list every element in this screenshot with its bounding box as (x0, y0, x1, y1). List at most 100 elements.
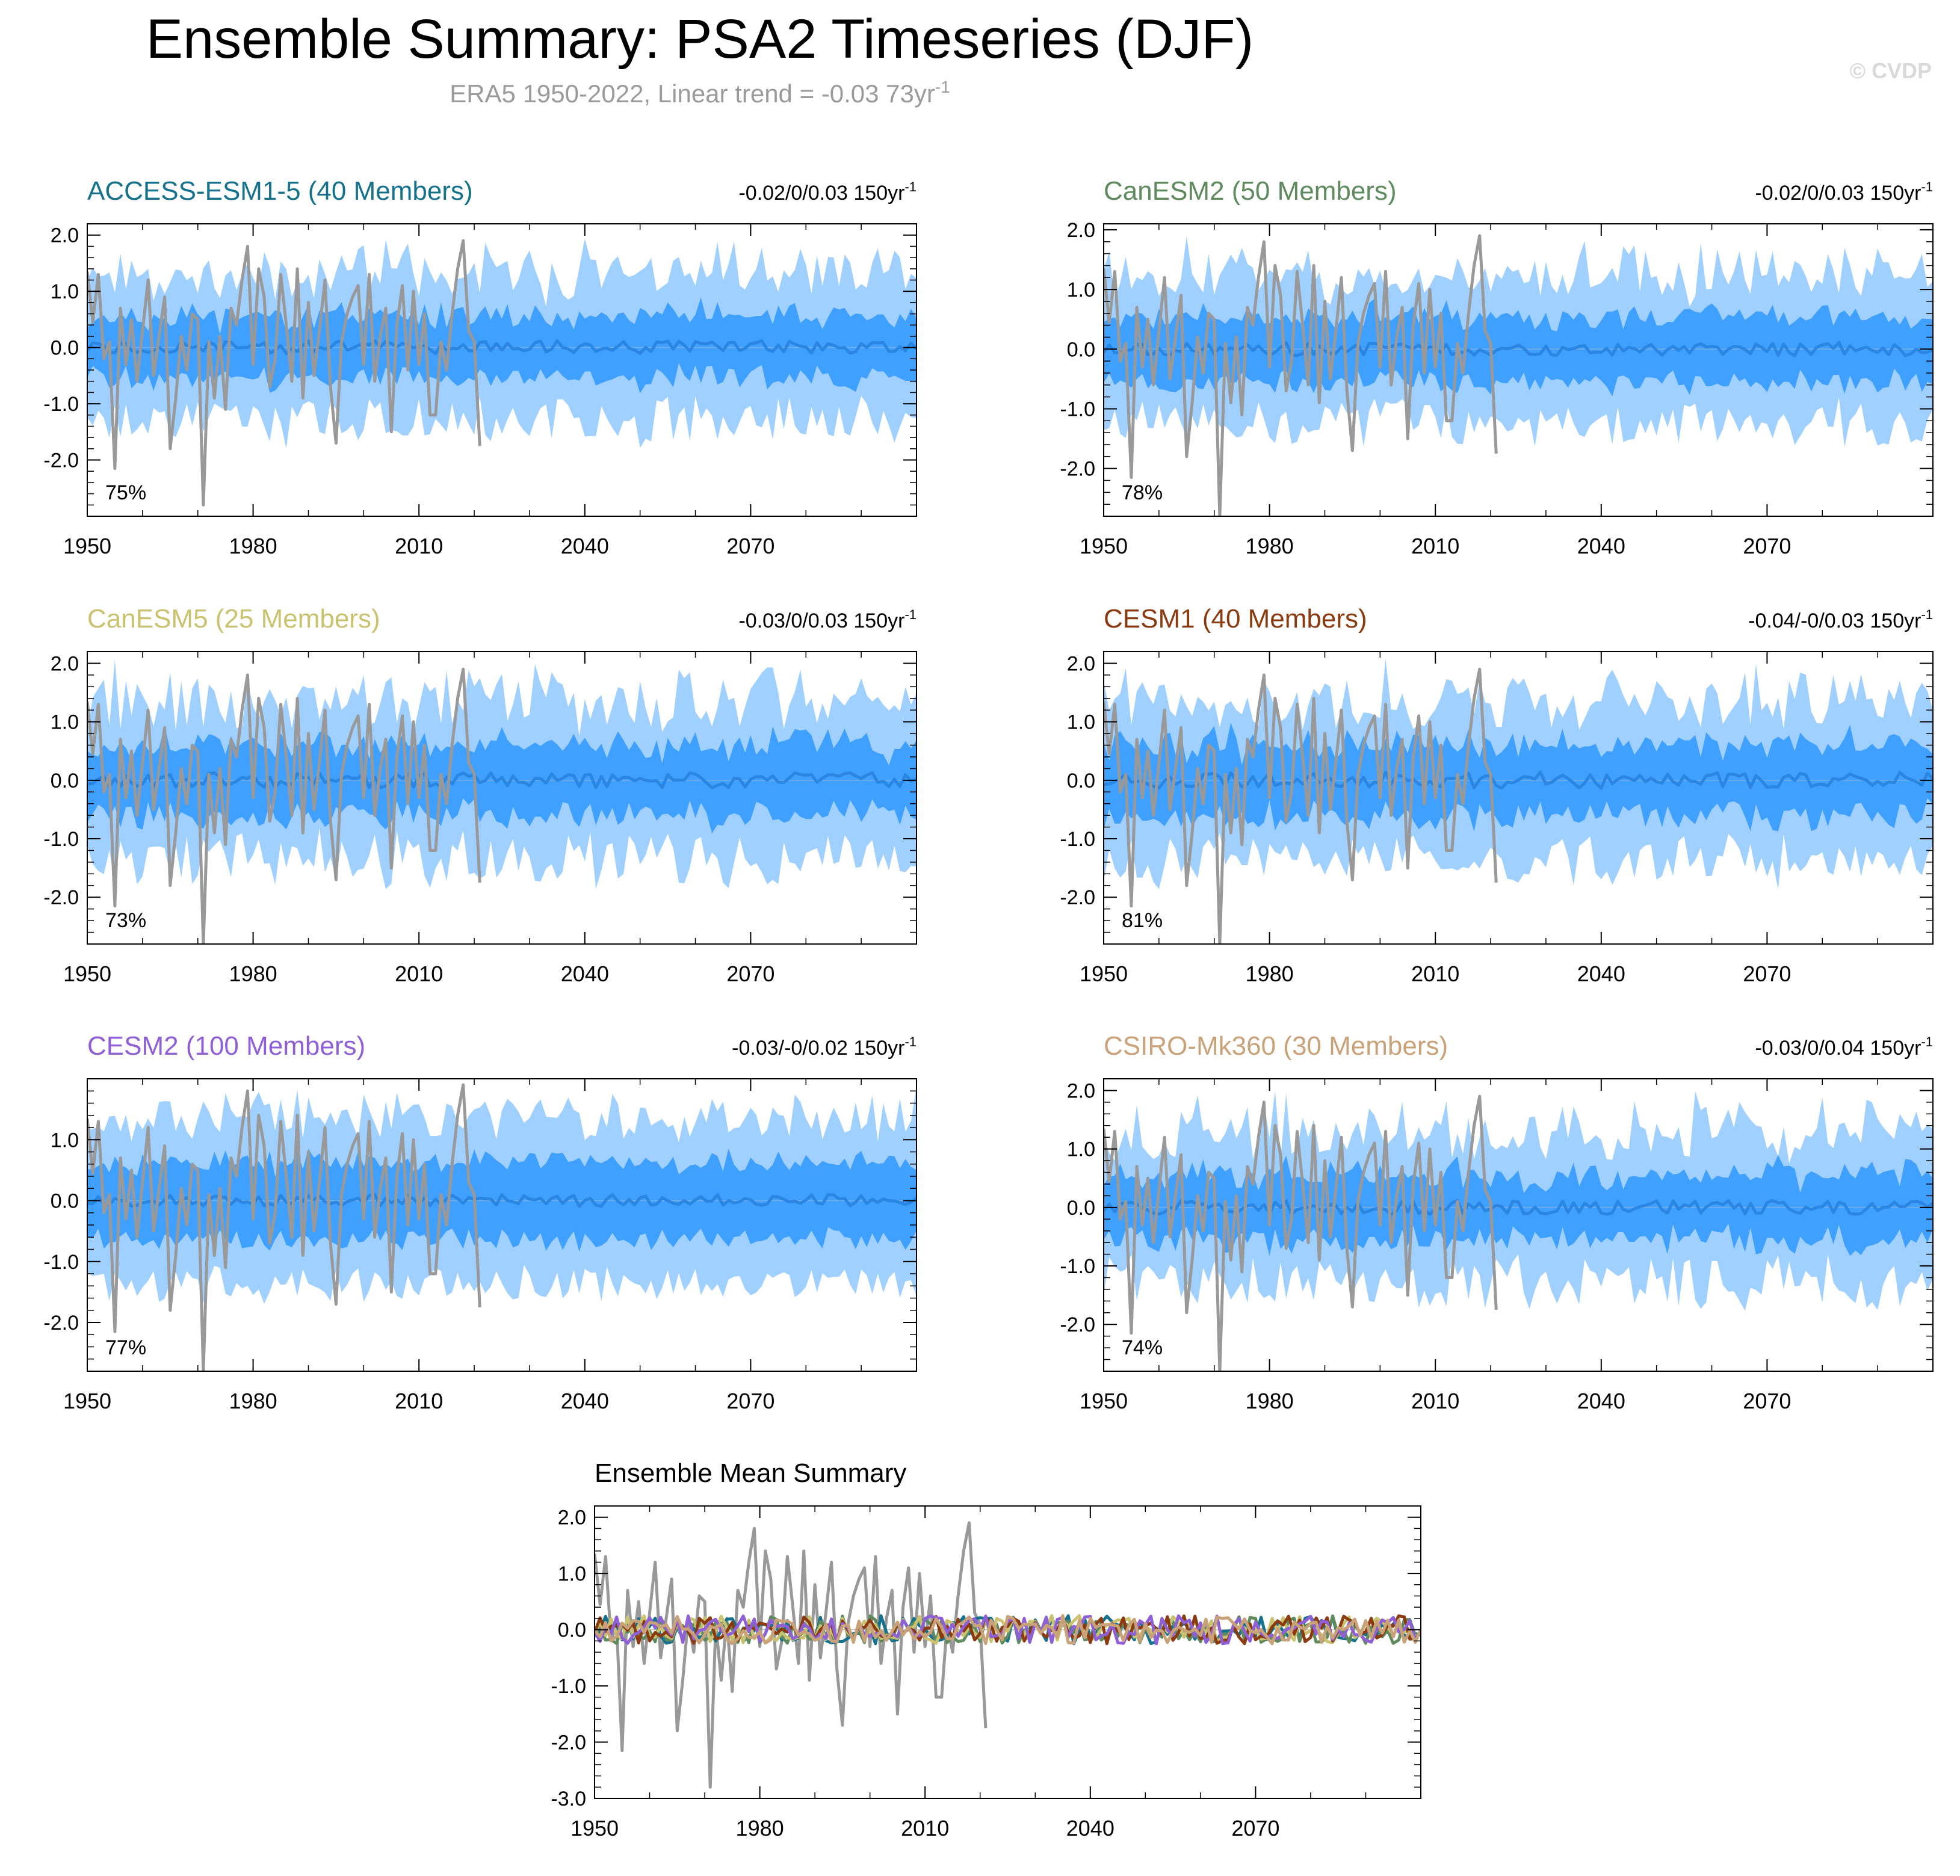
ytick-label: 2.0 (1067, 1079, 1095, 1102)
ytick-label: -2.0 (551, 1732, 586, 1754)
percent-label: 78% (1122, 481, 1163, 504)
xtick-label: 2040 (1577, 961, 1625, 986)
panel-plot-area (87, 659, 917, 944)
trend-label-text: -0.03/-0/0.02 150yr (732, 1037, 904, 1060)
ensemble-mean-line (1104, 770, 1933, 790)
xtick-label: 1980 (229, 1389, 277, 1413)
ensemble-mean-line (87, 1193, 917, 1208)
panel-title: CSIRO-Mk360 (30 Members) (1104, 1031, 1448, 1061)
trend-label-text: -0.02/0/0.03 150yr (738, 182, 904, 205)
trend-label: -0.03/0/0.03 150yr-1 (738, 607, 917, 632)
ensemble-mean-csiro-mk360 (595, 1614, 1421, 1646)
xtick-label: 1980 (229, 961, 277, 986)
ytick-label: 1.0 (1067, 279, 1095, 301)
xtick-label: 1950 (1080, 1389, 1128, 1413)
xtick-label: 1980 (1246, 1389, 1294, 1413)
percent-label: 74% (1122, 1336, 1163, 1359)
trend-label-superscript: -1 (1921, 179, 1933, 194)
trend-label: -0.02/0/0.03 150yr-1 (738, 179, 917, 205)
plot-frame (1103, 223, 1934, 517)
observed-line (87, 1083, 481, 1371)
xtick-label: 2040 (1577, 534, 1625, 558)
ytick-label: 1.0 (51, 1129, 79, 1152)
ytick-label: -2.0 (43, 449, 79, 472)
observed-line (87, 239, 481, 507)
ytick-label: 2.0 (51, 652, 79, 675)
percent-label: 77% (105, 1336, 146, 1359)
xtick-label: 2070 (1231, 1816, 1279, 1841)
ensemble-mean-line (87, 771, 917, 789)
xtick-label: 1980 (1246, 961, 1294, 986)
ytick-label: -1.0 (1060, 828, 1095, 851)
trend-label: -0.03/0/0.04 150yr-1 (1755, 1034, 1933, 1060)
panel-title: Ensemble Mean Summary (595, 1458, 906, 1488)
xtick-label: 2010 (1411, 534, 1459, 558)
xtick-label: 2040 (561, 534, 609, 558)
main-subtitle: ERA5 1950-2022, Linear trend = -0.03 73y… (450, 78, 950, 108)
trend-label-text: -0.03/0/0.03 150yr (738, 609, 904, 632)
xtick-label: 2010 (1411, 1389, 1459, 1413)
ytick-label: -1.0 (43, 1251, 79, 1274)
xtick-label: 1980 (736, 1816, 784, 1841)
ytick-label: 0.0 (51, 337, 79, 360)
plot-frame (87, 223, 917, 517)
subtitle-superscript: -1 (935, 78, 950, 96)
xtick-label: 2040 (1577, 1389, 1625, 1413)
plot-frame (1103, 651, 1934, 945)
ytick-label: 1.0 (1067, 1138, 1095, 1161)
ytick-label: -2.0 (43, 1312, 79, 1334)
ensemble-mean-cesm1 (595, 1614, 1421, 1646)
ytick-label: -1.0 (43, 393, 79, 416)
plot-frame (87, 651, 917, 945)
plot-frame (1103, 1078, 1934, 1372)
panel-csiro-mk360: -2.0 -1.0 0.0 1.0 2.0 1950 1980 2010 2040 2070 CSI… (1060, 1031, 1934, 1413)
xtick-label: 2010 (395, 961, 443, 986)
trend-label-superscript: -1 (1921, 1034, 1933, 1049)
panel-title: CanESM5 (25 Members) (87, 604, 380, 634)
trend-label: -0.03/-0/0.02 150yr-1 (732, 1034, 917, 1060)
ytick-label: -1.0 (1060, 398, 1095, 421)
ensemble-inner-band (1104, 1155, 1933, 1256)
panel-canesm5: -2.0 -1.0 0.0 1.0 2.0 1950 1980 2010 2040 2070 Can… (43, 604, 917, 986)
ytick-label: -1.0 (1060, 1255, 1095, 1278)
xtick-label: 2070 (1743, 1389, 1791, 1413)
xtick-label: 2010 (901, 1816, 949, 1841)
panel-plot-area (87, 238, 917, 507)
xtick-label: 2070 (726, 961, 774, 986)
xtick-label: 1980 (229, 534, 277, 558)
panel-ensemble-mean-summary: -3.0 -2.0 -1.0 0.0 1.0 2.0 1950 1980 2010 2040 207… (551, 1458, 1421, 1841)
trend-label-superscript: -1 (904, 1034, 917, 1049)
ytick-label: 1.0 (1067, 711, 1095, 734)
ensemble-inner-band (87, 297, 917, 393)
main-title: Ensemble Summary: PSA2 Timeseries (DJF) (146, 8, 1254, 70)
ytick-label: 0.0 (558, 1619, 586, 1642)
trend-label: -0.04/-0/0.03 150yr-1 (1748, 607, 1933, 632)
observed-line (1104, 234, 1498, 516)
xtick-label: 1950 (63, 961, 111, 986)
panel-canesm2: -2.0 -1.0 0.0 1.0 2.0 1950 1980 2010 2040 2070 Can… (1060, 176, 1934, 558)
panel-plot-area (1104, 1090, 1933, 1371)
ytick-label: -1.0 (551, 1675, 586, 1698)
ytick-label: 0.0 (1067, 1197, 1095, 1220)
xtick-label: 2040 (561, 1389, 609, 1413)
panel-access-esm1-5: -2.0 -1.0 0.0 1.0 2.0 1950 1980 2010 2040 2070 ACC… (43, 176, 917, 558)
panel-title: CanESM2 (50 Members) (1104, 176, 1397, 206)
trend-label-text: -0.03/0/0.04 150yr (1755, 1037, 1921, 1060)
ytick-label: -2.0 (1060, 886, 1095, 909)
ytick-label: 1.0 (558, 1563, 586, 1585)
panel-title: ACCESS-ESM1-5 (40 Members) (87, 176, 473, 206)
ytick-label: 0.0 (1067, 338, 1095, 361)
subtitle-text: ERA5 1950-2022, Linear trend = -0.03 73y… (450, 79, 935, 108)
plot-frame (87, 1078, 917, 1372)
trend-label-superscript: -1 (904, 179, 917, 194)
panel-plot-area (1104, 658, 1933, 944)
panel-plot-area (87, 1083, 917, 1371)
ytick-label: -3.0 (551, 1788, 586, 1810)
percent-label: 81% (1122, 909, 1163, 932)
copyright-label: © CVDP (1849, 58, 1932, 83)
ytick-label: -2.0 (1060, 458, 1095, 481)
xtick-label: 2070 (1743, 534, 1791, 558)
panel-title: CESM1 (40 Members) (1104, 604, 1367, 634)
observed-line (87, 667, 481, 944)
